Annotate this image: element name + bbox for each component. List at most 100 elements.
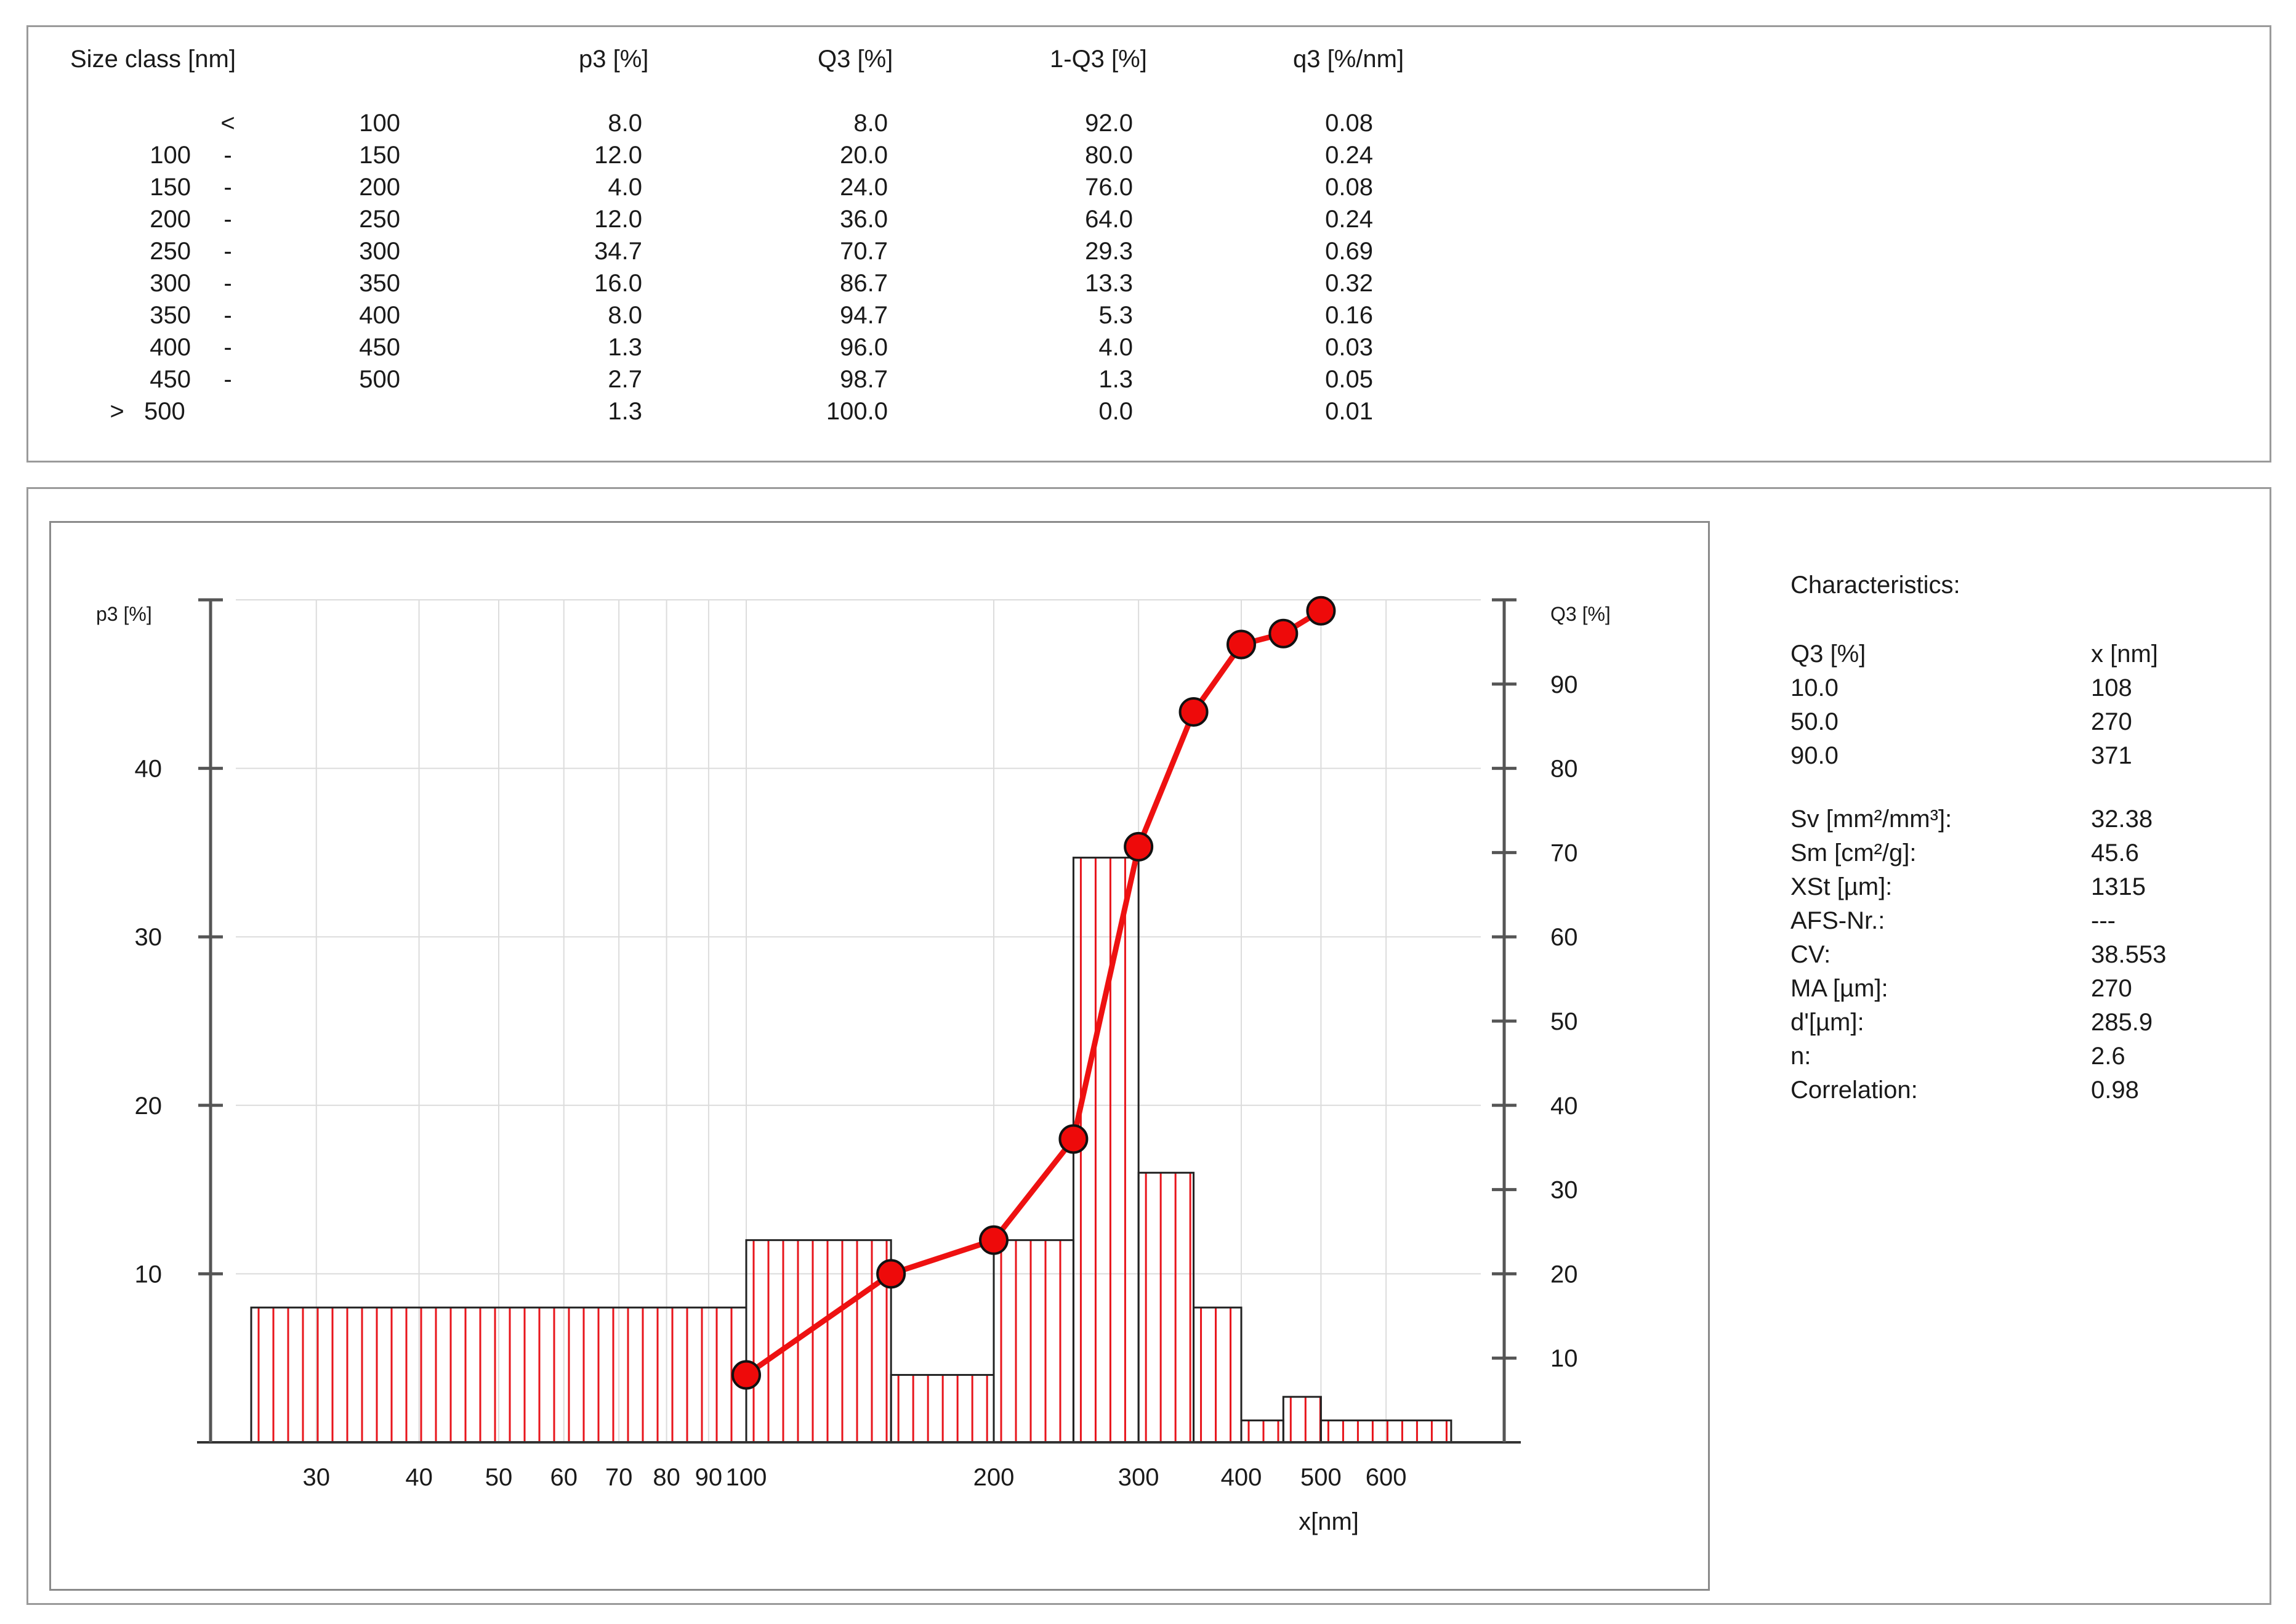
row-1-minus-Q3-value: 92.0 <box>1085 110 1133 137</box>
characteristics-stat-label: CV: <box>1790 941 1831 968</box>
left-axis-tick-label: 20 <box>135 1093 163 1120</box>
x-axis-tick-label: 50 <box>485 1464 513 1491</box>
row-separator: - <box>224 206 232 233</box>
x-axis-tick-label: 80 <box>653 1464 680 1491</box>
row-q3-density-value: 0.32 <box>1325 270 1373 297</box>
row-separator: < <box>220 110 235 137</box>
characteristics-stat-label: AFS-Nr.: <box>1790 907 1885 934</box>
row-high-bound: 100 <box>359 110 400 137</box>
x-axis-tick-label: 300 <box>1118 1464 1159 1491</box>
row-1-minus-Q3-value: 4.0 <box>1098 334 1133 361</box>
row-q3-density-value: 0.69 <box>1325 238 1373 265</box>
x-axis-tick-label: 100 <box>726 1464 767 1491</box>
header-1-minus-Q3: 1-Q3 [%] <box>1050 46 1147 73</box>
row-1-minus-Q3-value: 80.0 <box>1085 142 1133 169</box>
x-axis-tick-label: 70 <box>605 1464 633 1491</box>
right-axis-tick-label: 20 <box>1550 1261 1578 1288</box>
row-1-minus-Q3-value: 1.3 <box>1098 366 1133 393</box>
row-p3-value: 12.0 <box>594 142 642 169</box>
row-separator: - <box>224 334 232 361</box>
characteristics-q3-value: 90.0 <box>1790 742 1839 769</box>
row-q3-density-value: 0.16 <box>1325 302 1373 329</box>
row-low-bound: 300 <box>150 270 191 297</box>
characteristics-stat-value: 270 <box>2091 975 2132 1002</box>
row-Q3-value: 36.0 <box>840 206 888 233</box>
row-high-bound: 450 <box>359 334 400 361</box>
characteristics-q3-header: Q3 [%] <box>1790 640 1866 668</box>
header-size-class: Size class [nm] <box>70 46 236 73</box>
row-low-bound: 150 <box>150 174 191 201</box>
x-axis-tick-label: 30 <box>302 1464 330 1491</box>
row-high-bound: 200 <box>359 174 400 201</box>
row-Q3-value: 20.0 <box>840 142 888 169</box>
characteristics-stat-value: --- <box>2091 907 2116 934</box>
cumulative-Q3-point <box>1268 618 1299 648</box>
left-axis-tick-label: 10 <box>135 1261 163 1288</box>
row-Q3-value: 98.7 <box>840 366 888 393</box>
row-1-minus-Q3-value: 13.3 <box>1085 270 1133 297</box>
row-high-bound: 500 <box>359 366 400 393</box>
characteristics-stat-value: 45.6 <box>2091 839 2139 867</box>
left-axis-title: p3 [%] <box>96 603 152 625</box>
right-axis-tick-label: 10 <box>1550 1345 1578 1372</box>
row-high-bound: 350 <box>359 270 400 297</box>
characteristics-x-value: 108 <box>2091 674 2132 701</box>
plot-frame <box>49 521 1710 1591</box>
row-Q3-value: 94.7 <box>840 302 888 329</box>
characteristics-x-header: x [nm] <box>2091 640 2158 668</box>
characteristics-q3-value: 10.0 <box>1790 674 1839 701</box>
characteristics-stat-value: 2.6 <box>2091 1043 2125 1070</box>
row-low-bound: 100 <box>150 142 191 169</box>
characteristics-title: Characteristics: <box>1790 572 1960 599</box>
row-low-bound: 500 <box>144 398 185 425</box>
x-axis-tick-label: 60 <box>550 1464 578 1491</box>
characteristics-stat-value: 32.38 <box>2091 806 2153 833</box>
row-p3-value: 8.0 <box>608 302 642 329</box>
row-1-minus-Q3-value: 29.3 <box>1085 238 1133 265</box>
left-axis-tick-label: 30 <box>135 924 163 951</box>
characteristics-x-value: 371 <box>2091 742 2132 769</box>
histogram-bar <box>993 1239 1074 1444</box>
cumulative-Q3-point <box>1306 596 1336 626</box>
histogram-bar <box>1137 1171 1195 1444</box>
histogram-bar <box>1193 1306 1243 1444</box>
characteristics-stat-label: Correlation: <box>1790 1077 1918 1104</box>
row-separator: - <box>224 142 232 169</box>
row-p3-value: 16.0 <box>594 270 642 297</box>
characteristics-stat-value: 1315 <box>2091 873 2146 900</box>
row-p3-value: 8.0 <box>608 110 642 137</box>
row-q3-density-value: 0.08 <box>1325 110 1373 137</box>
header-p3: p3 [%] <box>579 46 649 73</box>
row-high-bound: 400 <box>359 302 400 329</box>
cumulative-Q3-point <box>876 1259 906 1289</box>
cumulative-Q3-line <box>744 608 1323 1378</box>
x-axis-tick-label: 400 <box>1221 1464 1262 1491</box>
histogram-bar <box>745 1239 892 1444</box>
x-axis-tick-label: 40 <box>405 1464 433 1491</box>
row-1-minus-Q3-value: 76.0 <box>1085 174 1133 201</box>
row-separator: - <box>224 366 232 393</box>
row-high-bound: 250 <box>359 206 400 233</box>
right-axis-tick-label: 70 <box>1550 839 1578 867</box>
row-p3-value: 4.0 <box>608 174 642 201</box>
row-q3-density-value: 0.08 <box>1325 174 1373 201</box>
characteristics-x-value: 270 <box>2091 708 2132 735</box>
right-axis-tick-label: 80 <box>1550 756 1578 783</box>
row-q3-density-value: 0.24 <box>1325 142 1373 169</box>
characteristics-stat-value: 0.98 <box>2091 1077 2139 1104</box>
row-separator: - <box>224 238 232 265</box>
right-axis-tick-label: 40 <box>1550 1093 1578 1120</box>
row-low-bound: 450 <box>150 366 191 393</box>
row-q3-density-value: 0.01 <box>1325 398 1373 425</box>
row-Q3-value: 100.0 <box>826 398 888 425</box>
row-high-bound: 150 <box>359 142 400 169</box>
characteristics-stat-value: 285.9 <box>2091 1009 2153 1036</box>
cumulative-Q3-point <box>979 1225 1009 1255</box>
row-low-bound: 400 <box>150 334 191 361</box>
cumulative-Q3-point <box>1124 831 1154 862</box>
right-axis-tick-label: 90 <box>1550 671 1578 698</box>
left-axis-tick-label: 40 <box>135 756 163 783</box>
characteristics-stat-label: d'[µm]: <box>1790 1009 1864 1036</box>
row-p3-value: 2.7 <box>608 366 642 393</box>
